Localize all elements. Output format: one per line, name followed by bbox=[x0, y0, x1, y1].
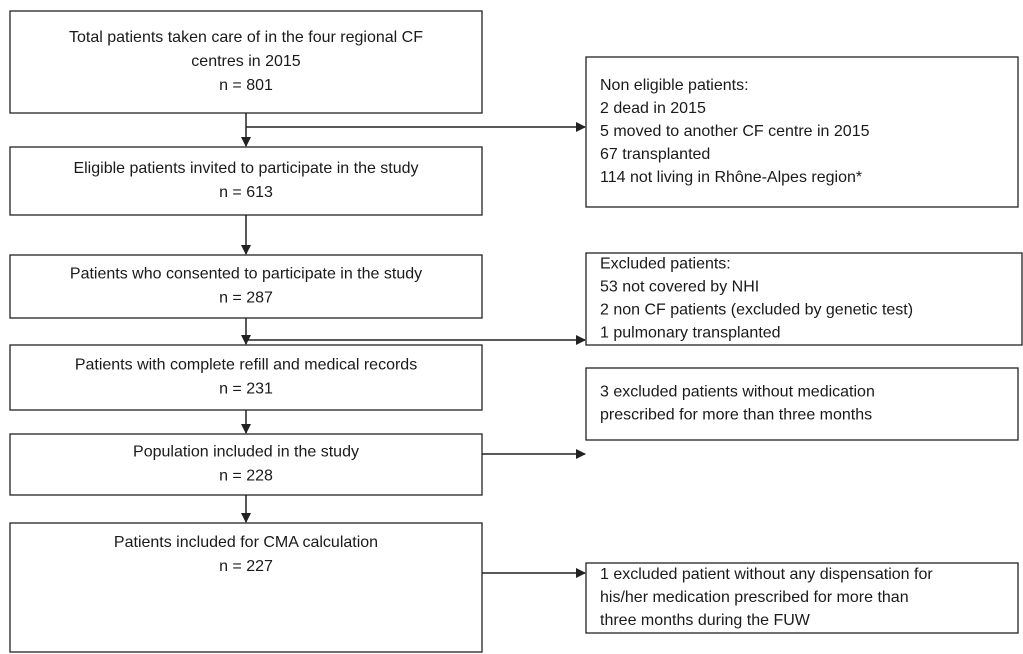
step-box bbox=[9, 10, 483, 114]
step-text: n = 227 bbox=[219, 558, 273, 575]
step-box bbox=[9, 522, 483, 653]
exclusion-text: his/her medication prescribed for more t… bbox=[600, 589, 909, 606]
step-box bbox=[9, 344, 483, 411]
exclusion-text: 3 excluded patients without medication bbox=[600, 384, 875, 401]
step-text: n = 231 bbox=[219, 381, 273, 398]
step-text: n = 801 bbox=[219, 77, 273, 94]
step-box bbox=[9, 146, 483, 216]
exclusion-text: 2 non CF patients (excluded by genetic t… bbox=[600, 302, 913, 319]
step-text: n = 228 bbox=[219, 468, 273, 485]
exclusion-box bbox=[585, 56, 1019, 208]
exclusion-text: 53 not covered by NHI bbox=[600, 279, 759, 296]
step-text: Population included in the study bbox=[133, 444, 359, 461]
exclusion-box bbox=[585, 367, 1019, 441]
exclusion-text: Excluded patients: bbox=[600, 256, 731, 273]
exclusion-text: 5 moved to another CF centre in 2015 bbox=[600, 123, 870, 140]
step-text: n = 613 bbox=[219, 184, 273, 201]
exclusion-text: Non eligible patients: bbox=[600, 77, 749, 94]
step-text: centres in 2015 bbox=[191, 53, 301, 70]
exclusion-box bbox=[585, 252, 1023, 346]
step-text: Eligible patients invited to participate… bbox=[73, 160, 418, 177]
exclusion-text: prescribed for more than three months bbox=[600, 407, 872, 424]
step-box bbox=[9, 433, 483, 496]
exclusion-text: 1 excluded patient without any dispensat… bbox=[600, 566, 933, 583]
step-text: Patients with complete refill and medica… bbox=[75, 357, 417, 374]
step-box bbox=[9, 254, 483, 319]
step-text: n = 287 bbox=[219, 290, 273, 307]
exclusion-text: 67 transplanted bbox=[600, 146, 710, 163]
exclusion-text: 1 pulmonary transplanted bbox=[600, 325, 781, 342]
exclusion-text: three months during the FUW bbox=[600, 612, 811, 629]
step-text: Patients who consented to participate in… bbox=[70, 266, 422, 283]
step-text: Patients included for CMA calculation bbox=[114, 534, 378, 551]
exclusion-box bbox=[585, 562, 1019, 634]
exclusion-text: 114 not living in Rhône-Alpes region* bbox=[600, 169, 862, 186]
step-text: Total patients taken care of in the four… bbox=[69, 29, 423, 46]
exclusion-text: 2 dead in 2015 bbox=[600, 100, 706, 117]
